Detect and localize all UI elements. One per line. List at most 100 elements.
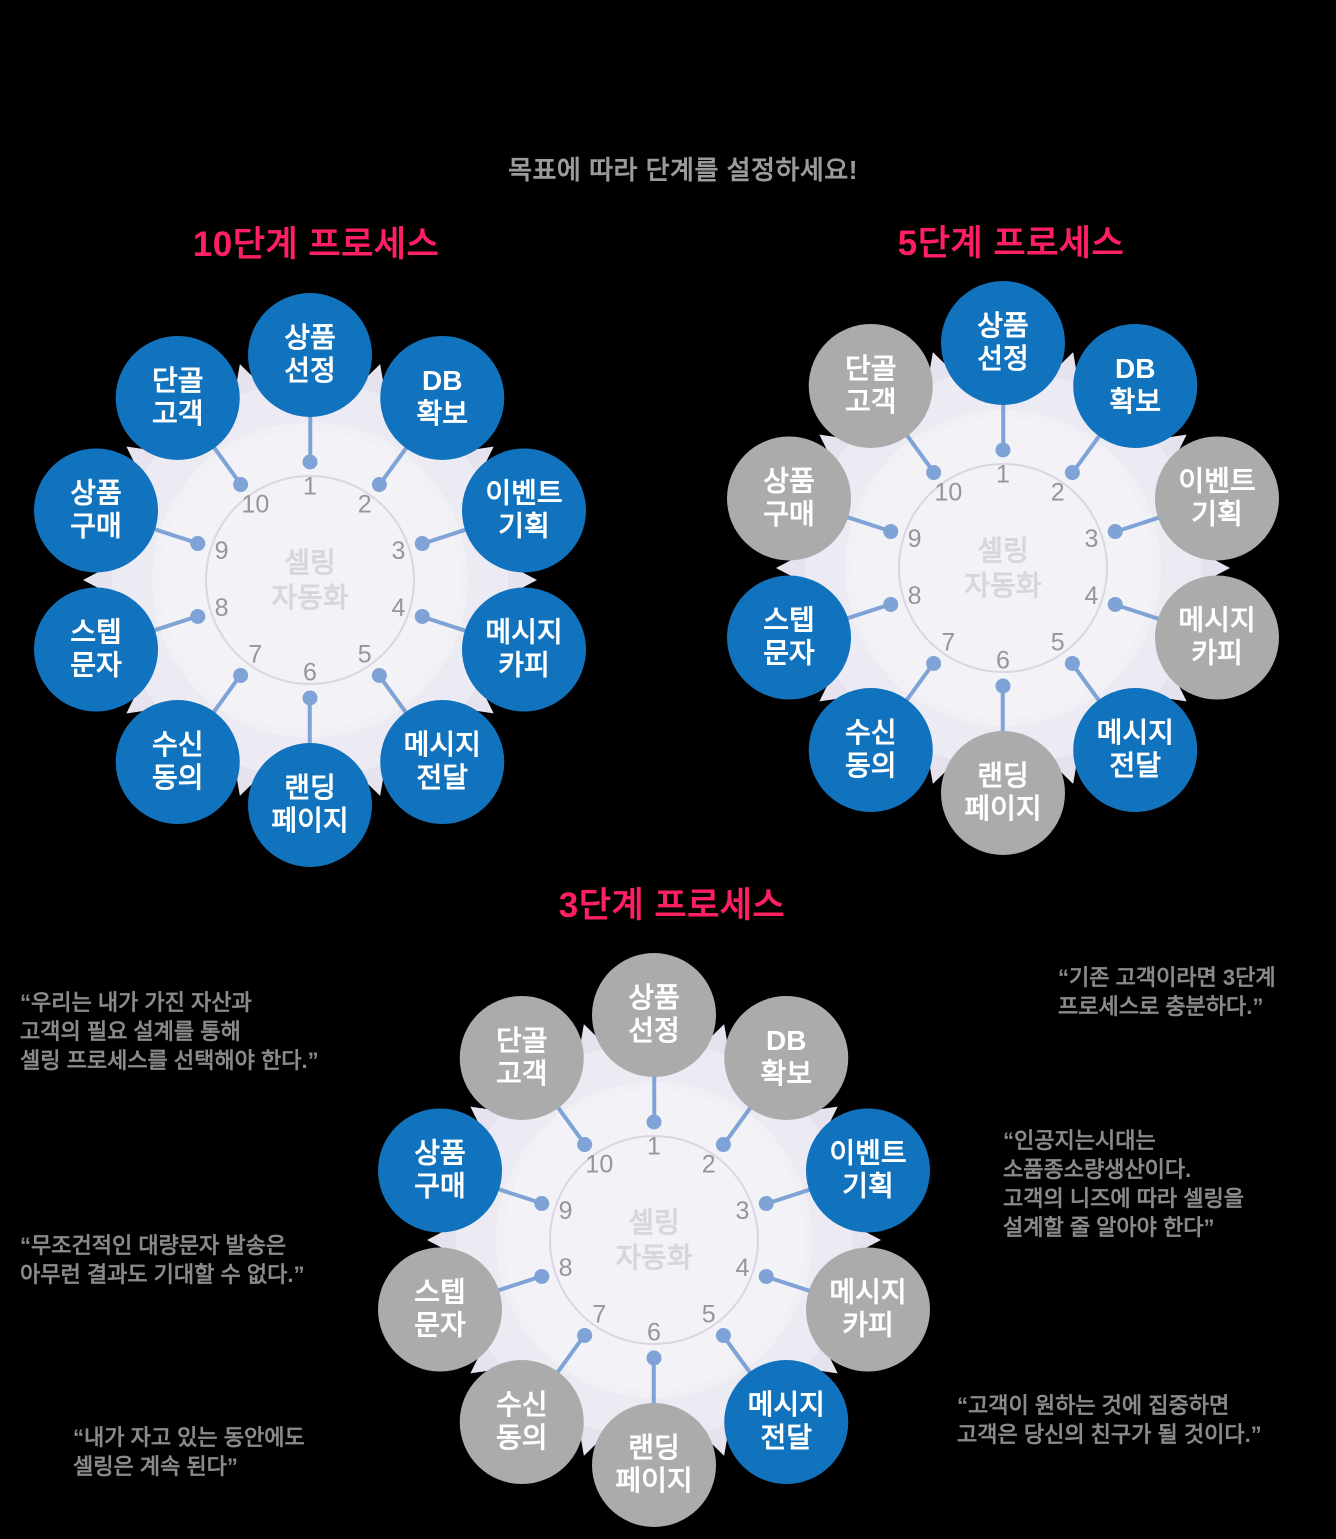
step-node-9-inactive: 상품 구매 [727, 436, 852, 561]
step-node-5-active: 메시지 전달 [1073, 688, 1198, 813]
step-number: 4 [391, 594, 406, 623]
step-number: 5 [1050, 628, 1065, 657]
step-node-2-active: DB 확보 [380, 335, 505, 460]
spoke-dot [646, 1114, 662, 1130]
spoke-line [308, 699, 312, 746]
spoke-dot [302, 454, 318, 470]
spoke-dot [414, 608, 430, 624]
step-number: 3 [1084, 524, 1099, 553]
tagline-text: 목표에 따라 단계를 설정하세요! [508, 155, 858, 185]
spoke-dot [1107, 524, 1123, 540]
number-ring [205, 475, 415, 685]
quote-assets-design: “우리는 내가 가진 자산과 고객의 필요 설계를 통해 셀링 프로세스를 선택… [20, 990, 319, 1073]
step-number: 2 [1050, 478, 1065, 507]
step-node-8-inactive: 스텝 문자 [378, 1247, 503, 1372]
spoke-dot [190, 608, 206, 624]
step-number: 10 [585, 1150, 614, 1179]
step-node-3-inactive: 이벤트 기획 [1154, 436, 1279, 561]
step-number: 10 [241, 490, 270, 519]
spoke-dot [233, 667, 249, 683]
step-node-6-active: 랜딩 페이지 [248, 743, 372, 867]
step-node-3-active: 이벤트 기획 [805, 1108, 930, 1233]
step-node-9-active: 상품 구매 [34, 448, 159, 573]
step-node-4-active: 메시지 카피 [461, 587, 586, 712]
step-node-2-inactive: DB 확보 [724, 995, 849, 1120]
step-number: 8 [558, 1254, 573, 1283]
step-number: 1 [303, 472, 317, 501]
spoke-dot [926, 655, 942, 671]
step-node-10-inactive: 단골 고객 [459, 995, 584, 1120]
spoke-dot [534, 1196, 550, 1212]
step-node-5-active: 메시지 전달 [724, 1360, 849, 1485]
quote-customer-focus: “고객이 원하는 것에 집중하면 고객은 당신의 친구가 될 것이다.” [957, 1393, 1262, 1447]
step-number: 4 [735, 1254, 750, 1283]
process-diagram-10-step: 1 상품 선정 2 DB 확보 3 이벤트 기획 4 메시지 카피 5 메시지 전달 6 랜딩 페이지… [10, 280, 610, 880]
spoke-dot [715, 1137, 731, 1153]
step-number: 3 [735, 1196, 750, 1225]
step-node-7-inactive: 수신 동의 [459, 1360, 584, 1485]
step-number: 4 [1084, 582, 1099, 611]
spoke-dot [758, 1268, 774, 1284]
title-process-10: 10단계 프로세스 [192, 225, 440, 264]
spoke-dot [1064, 465, 1080, 481]
spoke-dot [534, 1268, 550, 1284]
spoke-dot [926, 465, 942, 481]
step-node-2-active: DB 확보 [1073, 323, 1198, 448]
step-node-1-active: 상품 선정 [248, 293, 372, 417]
step-node-3-active: 이벤트 기획 [461, 448, 586, 573]
step-number: 8 [907, 582, 922, 611]
spoke-dot [995, 678, 1011, 694]
step-node-4-inactive: 메시지 카피 [1154, 575, 1279, 700]
spoke-dot [371, 667, 387, 683]
spoke-dot [883, 596, 899, 612]
number-ring [549, 1135, 759, 1345]
step-number: 6 [303, 658, 317, 687]
spoke-dot [302, 690, 318, 706]
spoke-dot [233, 477, 249, 493]
step-number: 2 [357, 490, 372, 519]
step-number: 7 [592, 1300, 607, 1329]
step-node-9-active: 상품 구매 [378, 1108, 503, 1233]
spoke-dot [1064, 655, 1080, 671]
spoke-line [1001, 687, 1005, 734]
center-label: 셀링 자동화 [615, 1207, 693, 1273]
title-process-3: 3단계 프로세스 [558, 886, 786, 925]
title-process-5: 5단계 프로세스 [897, 224, 1125, 263]
spoke-dot [577, 1137, 593, 1153]
step-number: 6 [996, 646, 1010, 675]
step-node-8-active: 스텝 문자 [34, 587, 159, 712]
spoke-line [308, 414, 312, 461]
step-number: 9 [558, 1196, 573, 1225]
step-node-6-inactive: 랜딩 페이지 [941, 731, 1065, 855]
step-node-7-active: 수신 동의 [808, 688, 933, 813]
process-diagram-3-step: 1 상품 선정 2 DB 확보 3 이벤트 기획 4 메시지 카피 5 메시지 전달 6 랜딩 페이지… [354, 940, 954, 1539]
step-number: 8 [214, 594, 229, 623]
quote-selling-while-asleep: “내가 자고 있는 동안에도 셀링은 계속 된다” [73, 1425, 305, 1479]
step-node-1-active: 상품 선정 [941, 281, 1065, 405]
step-number: 6 [647, 1318, 661, 1347]
spoke-dot [758, 1196, 774, 1212]
process-diagram-5-step: 1 상품 선정 2 DB 확보 3 이벤트 기획 4 메시지 카피 5 메시지 전달 6 랜딩 페이지… [703, 268, 1303, 868]
spoke-dot [1107, 596, 1123, 612]
step-number: 1 [647, 1132, 661, 1161]
step-number: 7 [941, 628, 956, 657]
number-ring [898, 463, 1108, 673]
center-label: 셀링 자동화 [964, 535, 1042, 601]
step-number: 9 [214, 536, 229, 565]
step-number: 7 [248, 640, 263, 669]
spoke-line [652, 1074, 656, 1121]
spoke-dot [646, 1350, 662, 1366]
center-label: 셀링 자동화 [271, 547, 349, 613]
step-node-5-active: 메시지 전달 [380, 700, 505, 825]
step-node-7-active: 수신 동의 [115, 700, 240, 825]
step-number: 3 [391, 536, 406, 565]
spoke-dot [190, 536, 206, 552]
step-node-6-inactive: 랜딩 페이지 [592, 1403, 716, 1527]
quote-existing-customer: “기존 고객이라면 3단계 프로세스로 충분하다.” [1058, 965, 1276, 1019]
spoke-dot [414, 536, 430, 552]
step-number: 5 [357, 640, 372, 669]
step-node-10-active: 단골 고객 [115, 335, 240, 460]
step-number: 5 [701, 1300, 716, 1329]
spoke-dot [715, 1327, 731, 1343]
